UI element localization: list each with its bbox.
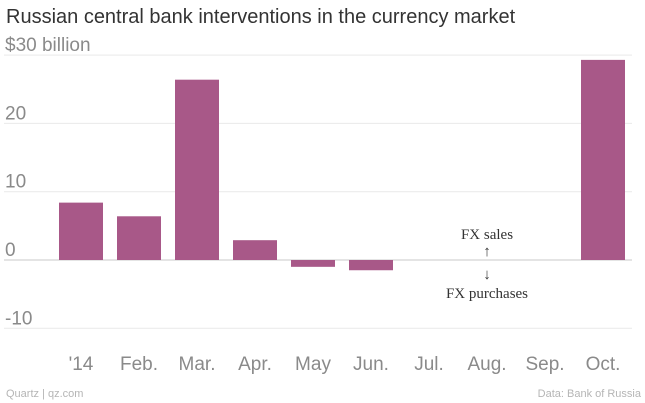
x-tick-label: May	[295, 354, 331, 375]
x-tick-label: Mar.	[179, 354, 216, 375]
y-tick-label: 0	[5, 240, 16, 261]
down-arrow-icon: ↓	[483, 267, 491, 283]
y-tick-label: 10	[5, 172, 26, 193]
y-tick-label: -10	[5, 308, 32, 329]
chart-title: Russian central bank interventions in th…	[6, 6, 516, 28]
x-tick-label: Apr.	[238, 354, 272, 375]
y-tick-label: $30 billion	[5, 35, 91, 56]
up-arrow-icon: ↑	[483, 244, 491, 260]
fx-sales-label: FX sales	[461, 227, 513, 243]
x-tick-label: Jun.	[353, 354, 389, 375]
data-source: Data: Bank of Russia	[537, 388, 641, 400]
x-tick-label: Oct.	[586, 354, 621, 375]
x-tick-label: Sep.	[525, 354, 564, 375]
x-tick-label: Jul.	[414, 354, 444, 375]
bar	[175, 79, 219, 260]
bar	[59, 202, 103, 260]
x-tick-label: Aug.	[467, 354, 506, 375]
bar	[117, 216, 161, 260]
x-tick-label: Feb.	[120, 354, 158, 375]
fx-purchases-label: FX purchases	[446, 286, 528, 302]
x-tick-label: '14	[69, 354, 94, 375]
source-credit: Quartz | qz.com	[6, 388, 84, 400]
bar	[233, 240, 277, 260]
y-tick-label: 20	[5, 103, 26, 124]
bar	[581, 59, 625, 261]
bar	[349, 260, 393, 271]
bar	[291, 260, 335, 267]
